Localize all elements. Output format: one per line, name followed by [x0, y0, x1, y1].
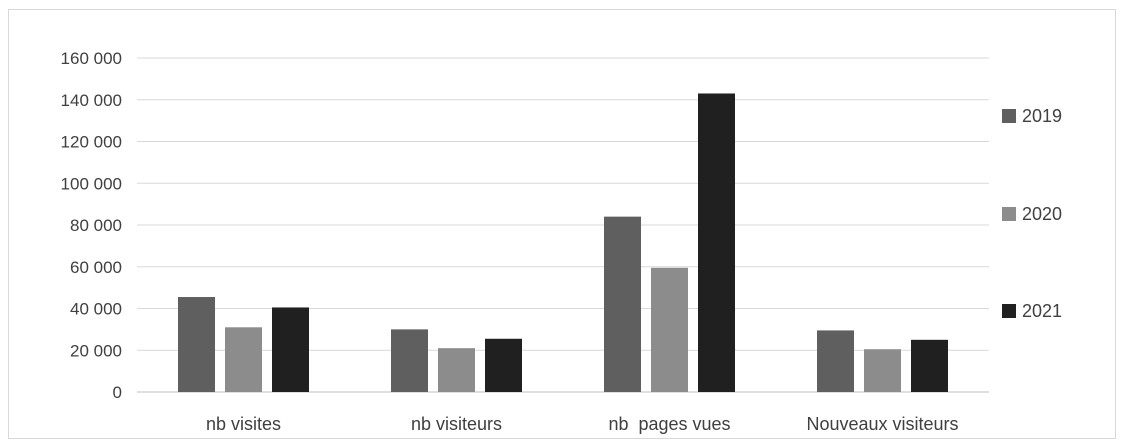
legend-label-2019: 2019 [1022, 106, 1062, 126]
legend-label-2020: 2020 [1022, 204, 1062, 224]
y-tick-label: 140 000 [61, 91, 122, 110]
bar-2020-2 [651, 267, 688, 392]
x-category-label: nb visiteurs [411, 414, 502, 434]
legend-swatch-2019 [1002, 109, 1016, 123]
x-category-label: Nouveaux visiteurs [806, 414, 958, 434]
y-tick-label: 120 000 [61, 133, 122, 152]
y-tick-label: 0 [113, 383, 122, 402]
bar-2019-2 [604, 216, 641, 392]
y-tick-label: 100 000 [61, 174, 122, 193]
bar-2020-1 [438, 348, 475, 392]
bar-2021-1 [485, 338, 522, 392]
bar-2020-0 [225, 327, 262, 392]
bar-2021-3 [911, 339, 948, 392]
bar-2020-3 [864, 349, 901, 392]
legend-label-2021: 2021 [1022, 301, 1062, 321]
x-category-label: nb pages vues [608, 414, 730, 434]
bar-2019-1 [391, 329, 428, 392]
y-tick-label: 20 000 [70, 341, 122, 360]
bar-2019-3 [817, 330, 854, 392]
x-category-label: nb visites [206, 414, 281, 434]
legend-swatch-2021 [1002, 304, 1016, 318]
y-tick-label: 80 000 [70, 216, 122, 235]
y-tick-label: 160 000 [61, 49, 122, 68]
y-tick-label: 60 000 [70, 258, 122, 277]
bar-2019-0 [178, 297, 215, 392]
legend-swatch-2020 [1002, 207, 1016, 221]
bar-2021-2 [698, 93, 735, 393]
y-tick-label: 40 000 [70, 300, 122, 319]
bar-2021-0 [272, 307, 309, 392]
